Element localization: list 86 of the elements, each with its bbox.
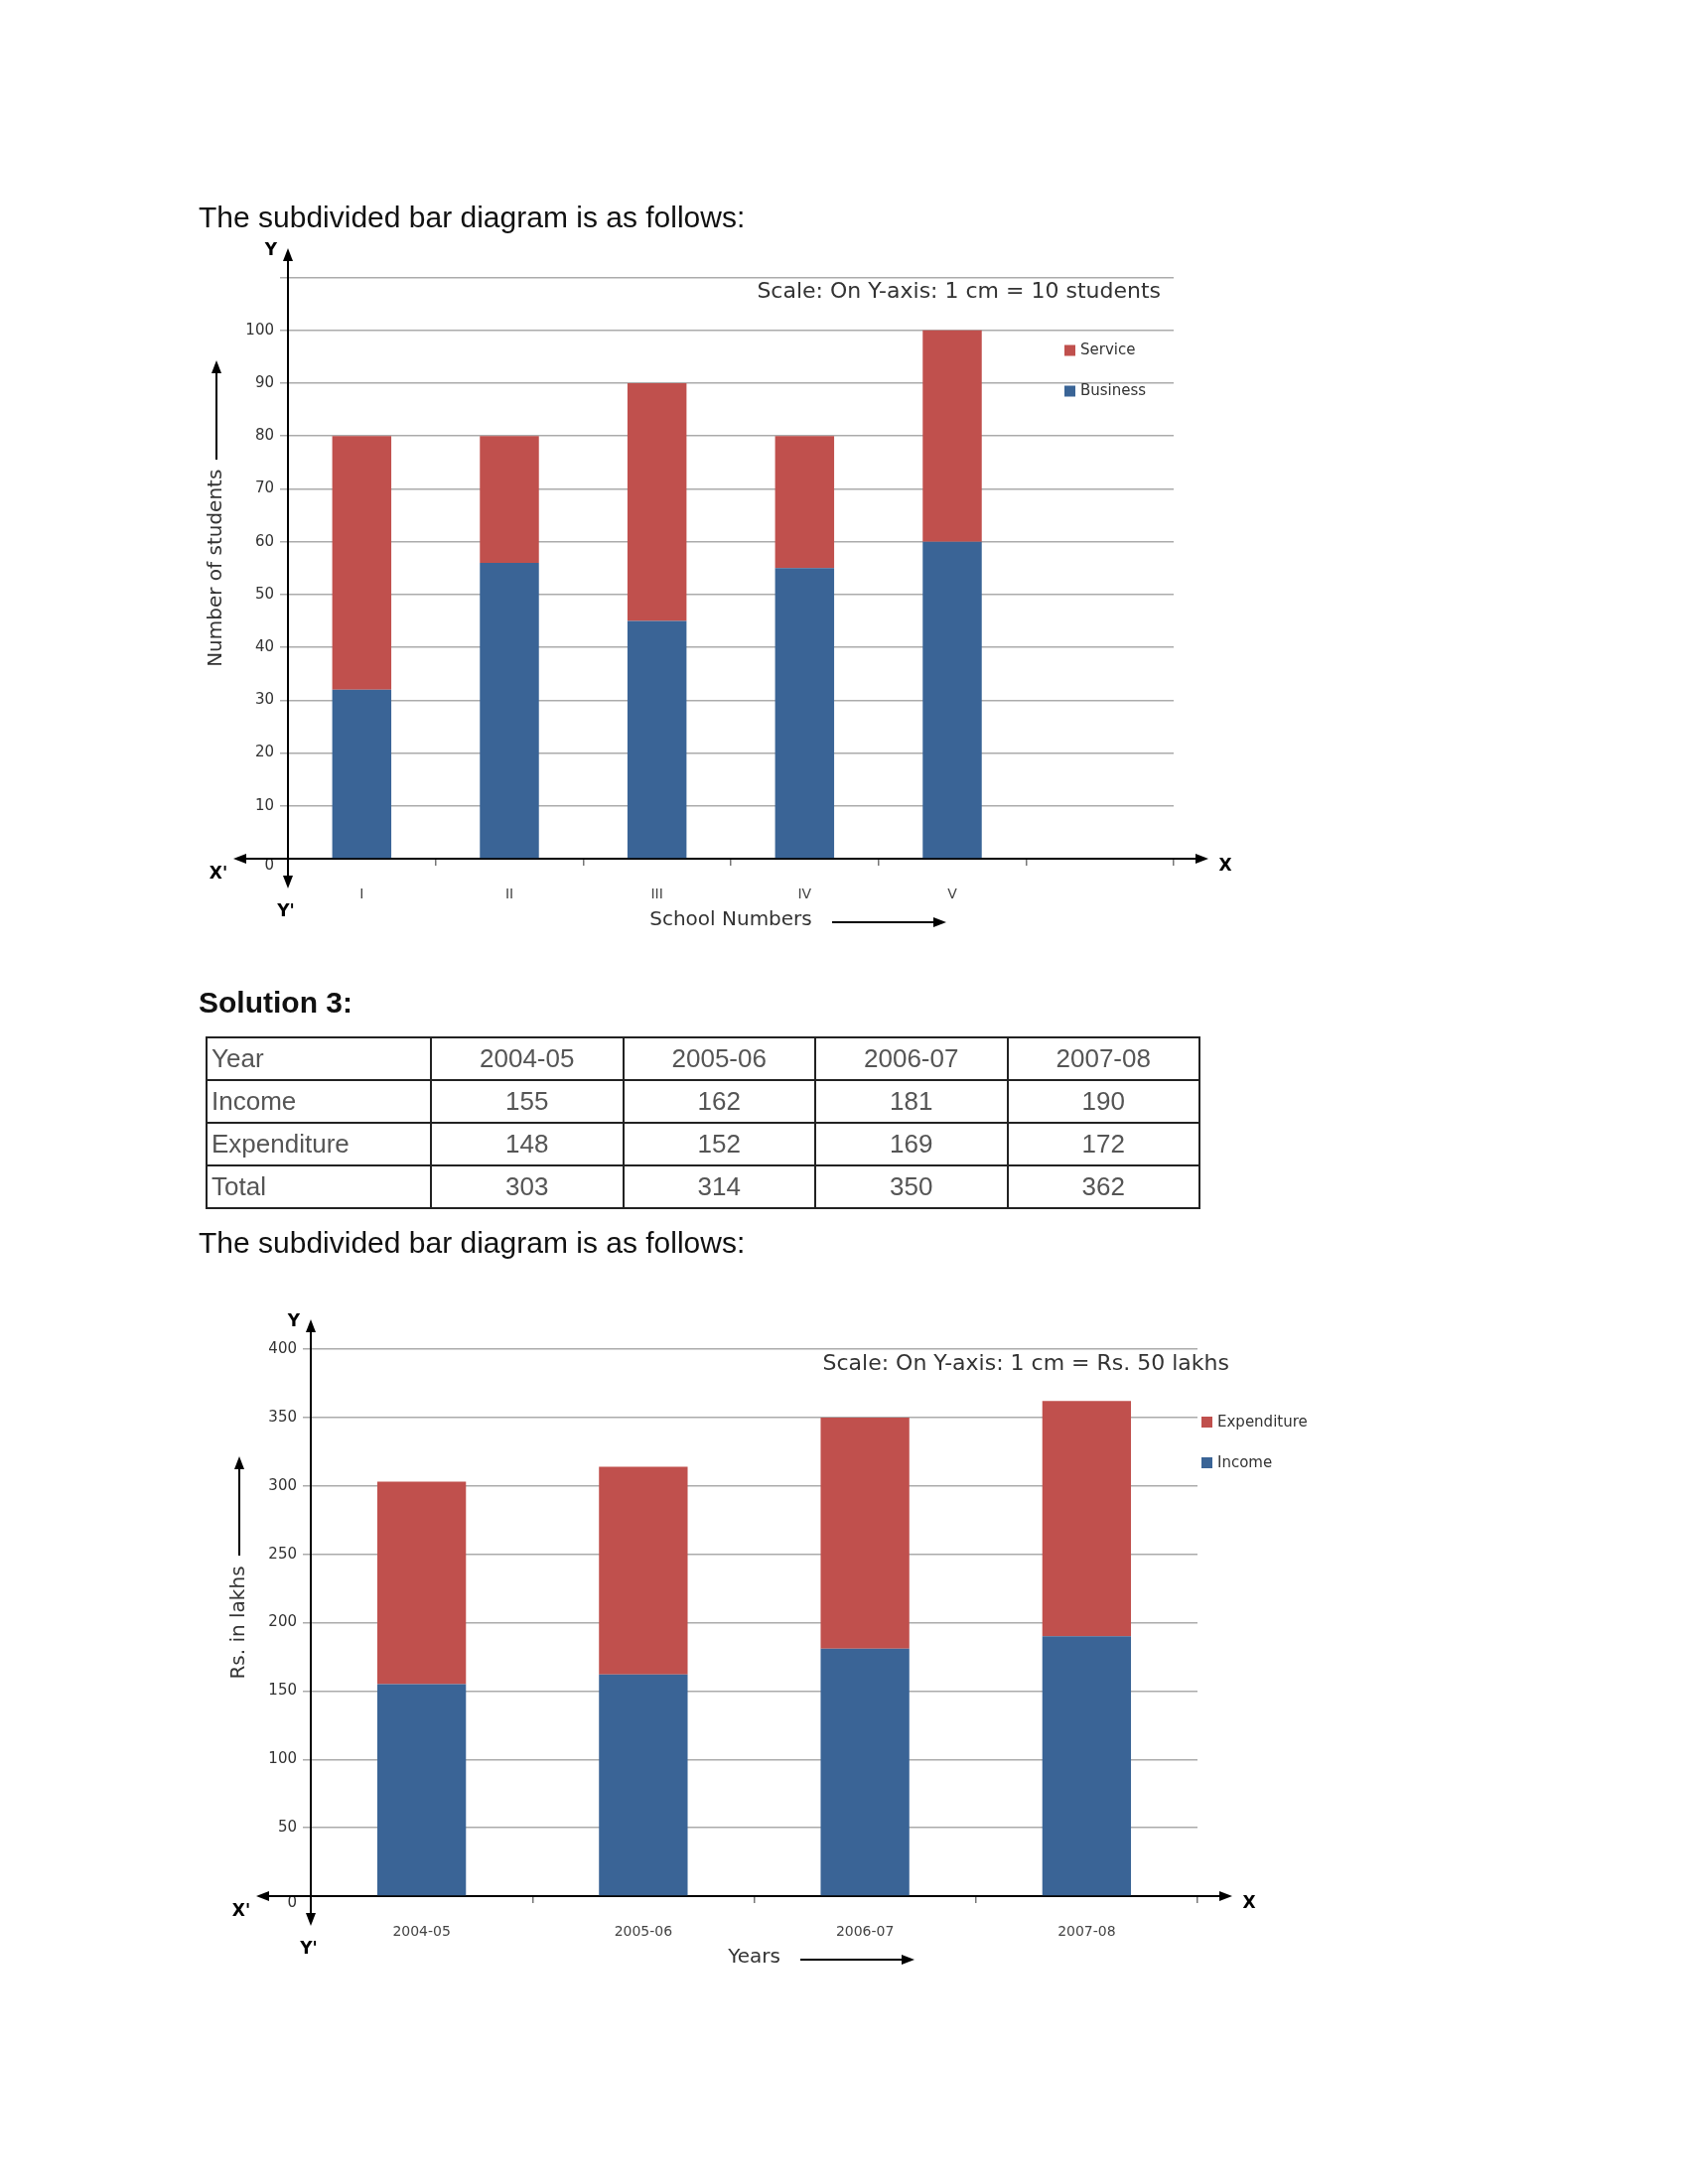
bar <box>376 1684 467 1896</box>
bar <box>599 1466 688 1675</box>
data-label: 148 <box>431 1123 624 1165</box>
data-label: 155 <box>431 1080 624 1123</box>
y-tick-label: 80 <box>254 426 274 445</box>
y-tick-label: 90 <box>254 372 274 391</box>
legend-label: Expenditure <box>1217 1412 1308 1431</box>
x-axis-title: Years <box>727 1944 780 1969</box>
text: X' <box>209 863 228 884</box>
bar <box>820 1648 910 1896</box>
y-tick-label: 350 <box>268 1407 297 1426</box>
x-tick-label: 2007-08 <box>1057 1923 1116 1940</box>
category-label: 2005-06 <box>671 1043 767 1073</box>
bar <box>820 1417 910 1649</box>
y-axis-title: Rs. in lakhs <box>225 1566 250 1680</box>
text: 314 <box>623 1165 815 1208</box>
y-tick-label: 20 <box>254 743 274 761</box>
x-tick-label: II <box>504 886 514 902</box>
y-tick-label: 300 <box>268 1475 297 1494</box>
chart-title: The subdivided bar diagram is as follows: <box>199 201 746 234</box>
legend-label: Income <box>1217 1452 1273 1471</box>
category-label: 2006-07 <box>864 1043 959 1073</box>
legend-label: Business <box>1080 381 1147 400</box>
data-label: 181 <box>815 1080 1008 1123</box>
x-tick-label: I <box>359 886 364 902</box>
x-tick-label: 2004-05 <box>392 1923 451 1940</box>
bar <box>480 436 539 563</box>
data-label: 169 <box>815 1123 1008 1165</box>
bar <box>332 436 392 690</box>
data-label: 152 <box>623 1123 815 1165</box>
text: 303 <box>431 1165 624 1208</box>
legend-label: Service <box>1080 341 1136 359</box>
y-tick-label: 50 <box>254 584 274 603</box>
bar <box>627 382 687 621</box>
x-tick-label: 2006-07 <box>835 1923 895 1940</box>
bar <box>1042 1401 1132 1637</box>
y-tick-label: 70 <box>254 478 274 497</box>
y-axis-title: Number of students <box>203 469 227 667</box>
bar <box>922 330 982 542</box>
x-tick-label: 2005-06 <box>614 1923 673 1940</box>
y-tick-label: 40 <box>254 636 274 655</box>
x-tick-label: III <box>650 886 663 902</box>
bar <box>480 562 539 859</box>
y-tick-label: 60 <box>254 531 274 550</box>
category-label: 2004-05 <box>480 1043 575 1073</box>
text: Total <box>207 1165 431 1208</box>
bar <box>599 1674 688 1896</box>
text: X <box>1218 855 1232 876</box>
y-tick-label: 30 <box>254 690 274 709</box>
text: 350 <box>815 1165 1008 1208</box>
bar <box>332 689 392 859</box>
y-tick-label: 200 <box>268 1612 297 1631</box>
y-tick-label: 400 <box>268 1338 297 1357</box>
bar <box>627 620 687 859</box>
text: Expenditure <box>211 1129 350 1159</box>
bar <box>774 436 835 569</box>
text: Y' <box>276 900 295 921</box>
bar <box>1042 1636 1132 1896</box>
text: Income <box>211 1086 297 1116</box>
chart-subtitle: The subdivided bar diagram is as follows: <box>199 1226 746 1260</box>
bar <box>376 1481 467 1685</box>
y-tick-label: 150 <box>268 1681 297 1700</box>
x-axis-title: School Numbers <box>649 906 812 931</box>
text: Y' <box>299 1938 318 1959</box>
bar <box>922 541 982 859</box>
data-label: 162 <box>623 1080 815 1123</box>
y-tick-label: 50 <box>277 1818 297 1837</box>
annotation: Scale: On Y-axis: 1 cm = Rs. 50 lakhs <box>822 1349 1229 1375</box>
text: X' <box>231 1900 251 1921</box>
category-label: 2007-08 <box>1055 1043 1151 1073</box>
data-label: 190 <box>1007 1080 1199 1123</box>
text: X <box>1242 1892 1256 1913</box>
x-tick-label: V <box>947 886 958 902</box>
text: Y <box>286 1310 301 1331</box>
y-tick-label: 100 <box>268 1749 297 1768</box>
bar <box>774 568 835 859</box>
data-label: 172 <box>1007 1123 1199 1165</box>
y-tick-label: 10 <box>254 795 274 814</box>
text: 362 <box>1007 1165 1199 1208</box>
text: Year <box>207 1037 431 1080</box>
y-tick-label: 100 <box>245 320 274 339</box>
annotation: Scale: On Y-axis: 1 cm = 10 students <box>757 278 1161 304</box>
text: Y <box>263 238 278 259</box>
chart-title: Solution 3: <box>199 986 352 1020</box>
y-tick-label: 250 <box>268 1544 297 1563</box>
x-tick-label: IV <box>797 886 812 902</box>
